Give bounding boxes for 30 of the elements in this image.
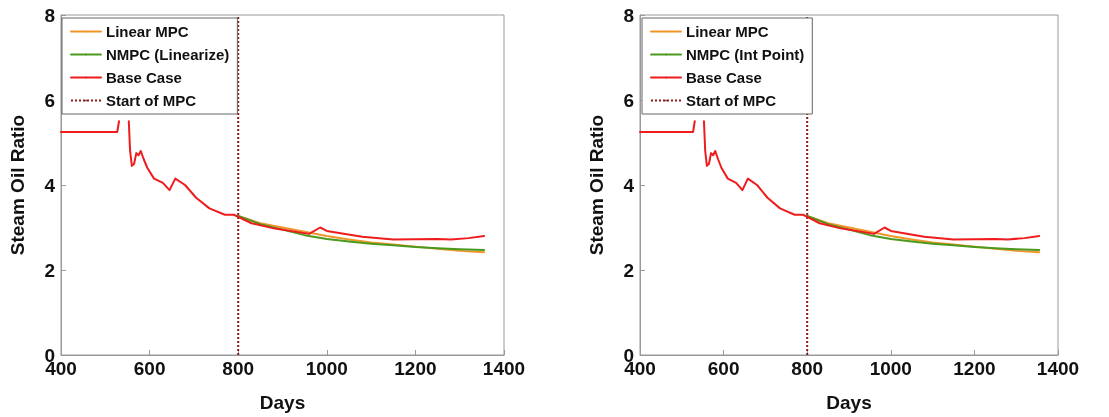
x-axis-title: Days xyxy=(826,392,872,413)
legend-label: Base Case xyxy=(106,69,182,86)
y-tick-label: 4 xyxy=(623,174,635,196)
y-tick-label: 8 xyxy=(623,4,634,26)
x-axis-title: Days xyxy=(259,392,306,413)
y-tick-label: 2 xyxy=(623,259,634,281)
x-tick-label: 1000 xyxy=(869,358,912,379)
x-tick-label: 1200 xyxy=(394,358,437,379)
legend-label: NMPC (Linearize) xyxy=(106,46,230,63)
y-axis-title: Steam Oil Ratio xyxy=(7,114,28,256)
y-tick-label: 6 xyxy=(44,89,55,111)
legend-label: Linear MPC xyxy=(106,23,189,40)
x-tick-label: 600 xyxy=(133,358,166,379)
x-tick-label: 800 xyxy=(222,358,255,379)
x-tick-label: 1400 xyxy=(1036,358,1080,379)
x-tick-label: 800 xyxy=(791,358,824,379)
legend-label: Linear MPC xyxy=(686,23,769,40)
y-axis-title: Steam Oil Ratio xyxy=(586,114,607,256)
y-tick-label: 4 xyxy=(44,174,56,196)
y-tick-label: 2 xyxy=(44,259,55,281)
legend-label: NMPC (Int Point) xyxy=(686,46,805,63)
legend-label: Base Case xyxy=(686,69,762,86)
x-tick-label: 600 xyxy=(707,358,740,379)
y-tick-label: 8 xyxy=(44,4,55,26)
x-tick-label: 1000 xyxy=(305,358,348,379)
ref-line-label: Start of MPC xyxy=(686,92,777,109)
x-tick-label: 1200 xyxy=(953,358,996,379)
x-tick-label: 1400 xyxy=(482,358,526,379)
y-tick-label: 6 xyxy=(623,89,634,111)
ref-line-label: Start of MPC xyxy=(106,92,197,109)
